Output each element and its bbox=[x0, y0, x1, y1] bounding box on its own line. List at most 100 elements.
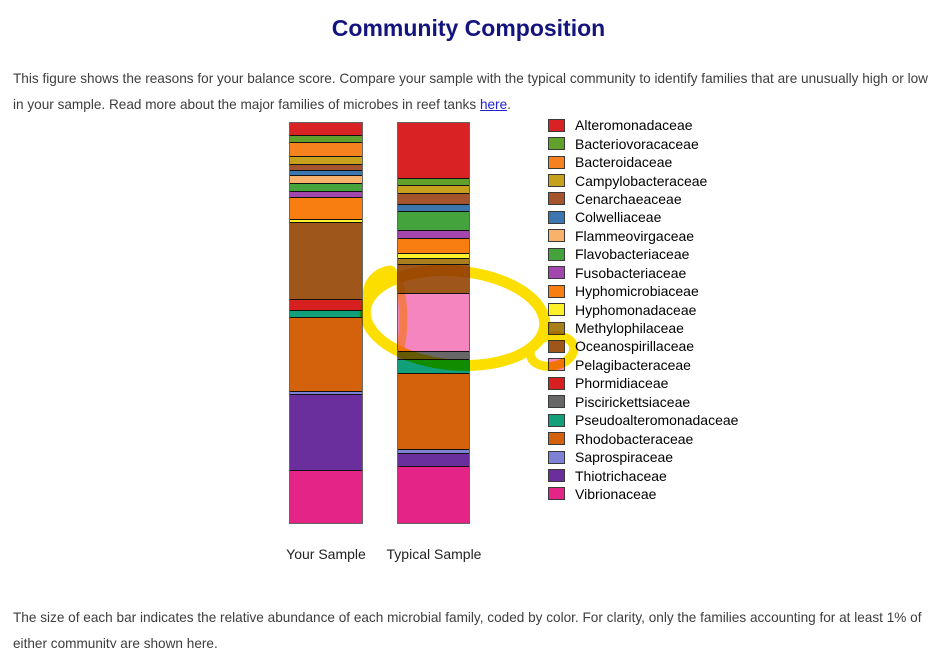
legend-item: Pseudoalteromonadaceae bbox=[548, 411, 738, 429]
legend-item: Bacteriovoracaceae bbox=[548, 134, 738, 152]
legend-color-swatch-icon bbox=[548, 303, 565, 317]
bar-segment-cenarchaeaceae bbox=[290, 164, 362, 171]
legend-color-swatch-icon bbox=[548, 137, 565, 151]
legend-label: Fusobacteriaceae bbox=[575, 264, 687, 281]
legend-color-swatch-icon bbox=[548, 229, 565, 243]
bar-segment-pelagibacteraceae bbox=[398, 292, 469, 351]
legend-color-swatch-icon bbox=[548, 266, 565, 280]
legend-label: Thiotrichaceae bbox=[575, 467, 667, 484]
bar-segment-cenarchaeaceae bbox=[398, 192, 469, 204]
legend-color-swatch-icon bbox=[548, 432, 565, 446]
legend-item: Methylophilaceae bbox=[548, 319, 738, 337]
legend-label: Colwelliaceae bbox=[575, 209, 662, 226]
here-link[interactable]: here bbox=[479, 96, 508, 112]
legend-color-swatch-icon bbox=[548, 339, 565, 353]
bar-segment-oceanospirillaceae bbox=[398, 263, 469, 293]
bar-segment-rhodobacteraceae bbox=[290, 317, 362, 392]
legend-label: Alteromonadaceae bbox=[575, 117, 693, 134]
bar-segment-hyphomicrobiaceae bbox=[398, 238, 469, 254]
legend-label: Hyphomicrobiaceae bbox=[575, 283, 699, 300]
legend-item: Alteromonadaceae bbox=[548, 116, 738, 134]
bar-segment-alteromonadaceae bbox=[398, 123, 469, 179]
stacked-bar-typical-sample bbox=[397, 122, 470, 524]
legend-color-swatch-icon bbox=[548, 395, 565, 409]
intro-text-period: . bbox=[507, 96, 511, 112]
bar-segment-fusobacteriaceae bbox=[290, 190, 362, 197]
legend-label: Vibrionaceae bbox=[575, 485, 657, 502]
legend-color-swatch-icon bbox=[548, 321, 565, 335]
legend-label: Flammeovirgaceae bbox=[575, 227, 695, 244]
bar-segment-thiotrichaceae bbox=[290, 394, 362, 471]
bar-segment-bacteroidaceae bbox=[290, 142, 362, 157]
legend-item: Oceanospirillaceae bbox=[548, 337, 738, 355]
legend-label: Pseudoalteromonadaceae bbox=[575, 412, 739, 429]
legend-color-swatch-icon bbox=[548, 487, 565, 501]
intro-text: This figure shows the reasons for your b… bbox=[13, 70, 928, 112]
bar-segment-hyphomonadaceae bbox=[398, 253, 469, 258]
legend-item: Hyphomicrobiaceae bbox=[548, 282, 738, 300]
legend-color-swatch-icon bbox=[548, 413, 565, 427]
legend-label: Phormidiaceae bbox=[575, 375, 669, 392]
legend-label: Saprospiraceae bbox=[575, 449, 674, 466]
footer-paragraph: The size of each bar indicates the relat… bbox=[13, 609, 922, 648]
bar-segment-piscirickettsiaceae bbox=[398, 350, 469, 360]
bar-segment-saprospiraceae bbox=[398, 448, 469, 454]
legend-label: Campylobacteraceae bbox=[575, 172, 708, 189]
legend-item: Piscirickettsiaceae bbox=[548, 393, 738, 411]
bar-segment-methylophilaceae bbox=[398, 258, 469, 264]
bar-segment-hyphomonadaceae bbox=[290, 218, 362, 223]
legend-color-swatch-icon bbox=[548, 284, 565, 298]
legend-item: Vibrionaceae bbox=[548, 485, 738, 503]
bar-segment-pseudoalteromonadaceae bbox=[290, 309, 362, 318]
bar-segment-pseudoalteromonadaceae bbox=[398, 359, 469, 374]
bar-segment-saprospiraceae bbox=[290, 391, 362, 395]
stacked-bar-your-sample bbox=[289, 122, 363, 524]
legend-item: Pelagibacteraceae bbox=[548, 356, 738, 374]
legend-item: Hyphomonadaceae bbox=[548, 300, 738, 318]
legend-color-swatch-icon bbox=[548, 192, 565, 206]
legend-label: Flavobacteriaceae bbox=[575, 246, 690, 263]
legend-label: Bacteroidaceae bbox=[575, 154, 673, 171]
bar-segment-flammeovirgaceae bbox=[290, 174, 362, 183]
legend-color-swatch-icon bbox=[548, 376, 565, 390]
legend-color-swatch-icon bbox=[548, 118, 565, 132]
legend-label: Pelagibacteraceae bbox=[575, 356, 691, 373]
legend-color-swatch-icon bbox=[548, 358, 565, 372]
bar-segment-bacteriovoracaceae bbox=[290, 134, 362, 143]
bar-segment-oceanospirillaceae bbox=[290, 222, 362, 299]
legend-label: Bacteriovoracaceae bbox=[575, 135, 699, 152]
legend-color-swatch-icon bbox=[548, 155, 565, 169]
legend-label: Piscirickettsiaceae bbox=[575, 393, 691, 410]
legend-item: Bacteroidaceae bbox=[548, 153, 738, 171]
chart-legend: Alteromonadaceae Bacteriovoracaceae Bacter… bbox=[548, 116, 738, 503]
legend-label: Methylophilaceae bbox=[575, 320, 684, 337]
bar-segment-thiotrichaceae bbox=[398, 453, 469, 467]
legend-item: Saprospiraceae bbox=[548, 448, 738, 466]
legend-color-swatch-icon bbox=[548, 210, 565, 224]
bar-segment-flavobacteriaceae bbox=[398, 210, 469, 231]
bar-segment-colwelliaceae bbox=[398, 203, 469, 211]
bar-segment-alteromonadaceae bbox=[290, 123, 362, 135]
legend-item: Phormidiaceae bbox=[548, 374, 738, 392]
legend-label: Hyphomonadaceae bbox=[575, 301, 697, 318]
legend-color-swatch-icon bbox=[548, 247, 565, 261]
highlighter-start-stroke bbox=[362, 265, 397, 303]
legend-label: Rhodobacteraceae bbox=[575, 430, 694, 447]
page-title: Community Composition bbox=[331, 15, 606, 41]
legend-color-swatch-icon bbox=[548, 469, 565, 483]
bar-segment-fusobacteriaceae bbox=[398, 230, 469, 239]
bar-segment-hyphomicrobiaceae bbox=[290, 196, 362, 219]
bar-segment-vibrionaceae bbox=[398, 466, 469, 523]
legend-item: Fusobacteriaceae bbox=[548, 264, 738, 282]
bar-segment-phormidiaceae bbox=[290, 298, 362, 310]
legend-item: Flammeovirgaceae bbox=[548, 227, 738, 245]
bar-segment-campylobacteraceae bbox=[398, 185, 469, 193]
legend-item: Campylobacteraceae bbox=[548, 171, 738, 189]
legend-color-swatch-icon bbox=[548, 450, 565, 464]
legend-item: Rhodobacteraceae bbox=[548, 429, 738, 447]
legend-item: Colwelliaceae bbox=[548, 208, 738, 226]
bar-segment-bacteriovoracaceae bbox=[398, 178, 469, 186]
legend-item: Cenarchaeaceae bbox=[548, 190, 738, 208]
intro-paragraph: This figure shows the reasons for your b… bbox=[13, 66, 929, 118]
